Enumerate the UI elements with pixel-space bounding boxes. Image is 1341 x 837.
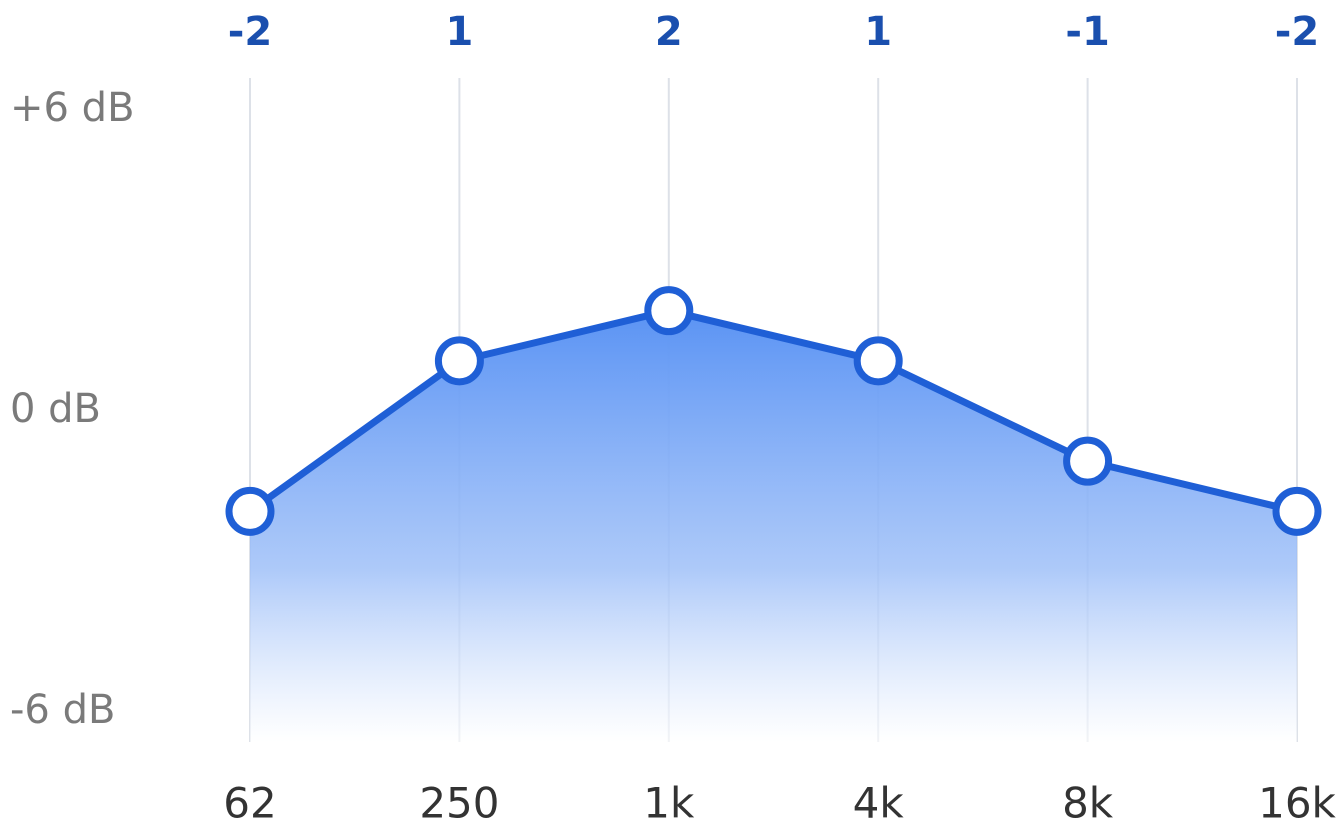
value-label: 1 bbox=[864, 9, 892, 55]
value-label: -2 bbox=[228, 9, 272, 55]
x-tick-label: 4k bbox=[853, 779, 905, 828]
point bbox=[644, 286, 694, 336]
x-tick-label: 1k bbox=[643, 779, 695, 828]
point bbox=[225, 486, 275, 536]
y-tick-label: +6 dB bbox=[10, 85, 135, 131]
value-label: 1 bbox=[445, 9, 473, 55]
x-tick-label: 62 bbox=[223, 779, 276, 828]
point bbox=[1063, 436, 1113, 486]
y-tick-label: -6 dB bbox=[10, 687, 115, 733]
x-tick-label: 8k bbox=[1062, 779, 1114, 828]
value-label: 2 bbox=[655, 9, 683, 55]
point bbox=[434, 336, 484, 386]
x-tick-label: 16k bbox=[1258, 779, 1336, 828]
point bbox=[1272, 486, 1322, 536]
x-tick-label: 250 bbox=[419, 779, 499, 828]
area-fill bbox=[250, 310, 1297, 742]
y-tick-label: 0 dB bbox=[10, 386, 101, 432]
line bbox=[247, 307, 1298, 515]
value-label: -2 bbox=[1275, 9, 1319, 55]
point bbox=[853, 336, 903, 386]
value-label: -1 bbox=[1065, 9, 1109, 55]
